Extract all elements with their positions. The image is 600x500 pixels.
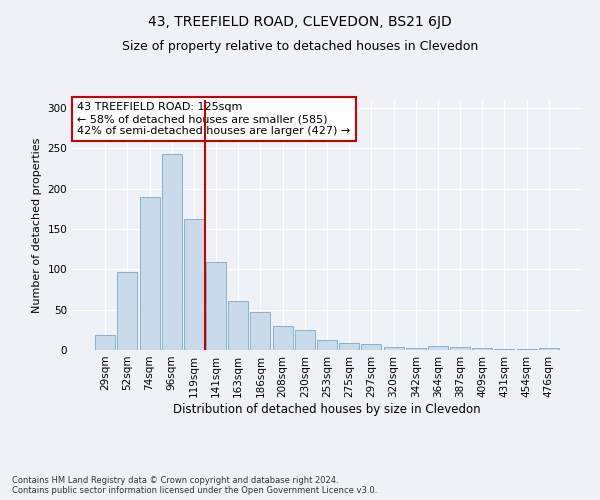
Bar — [118, 272, 137, 350]
Bar — [383, 347, 404, 350]
Bar — [428, 346, 448, 350]
Text: Contains HM Land Registry data © Crown copyright and database right 2024.
Contai: Contains HM Land Registry data © Crown c… — [12, 476, 377, 495]
Bar — [361, 344, 382, 350]
Bar — [339, 342, 359, 350]
Bar — [206, 262, 226, 350]
Bar — [140, 197, 160, 350]
Text: 43 TREEFIELD ROAD: 125sqm
← 58% of detached houses are smaller (585)
42% of semi: 43 TREEFIELD ROAD: 125sqm ← 58% of detac… — [77, 102, 350, 136]
Bar — [184, 220, 204, 350]
Bar — [539, 348, 559, 350]
Bar — [406, 348, 426, 350]
Bar — [295, 330, 315, 350]
Bar — [228, 301, 248, 350]
Bar — [95, 334, 115, 350]
X-axis label: Distribution of detached houses by size in Clevedon: Distribution of detached houses by size … — [173, 402, 481, 415]
Bar — [494, 349, 514, 350]
Bar — [517, 349, 536, 350]
Bar — [472, 348, 492, 350]
Bar — [162, 154, 182, 350]
Bar — [450, 347, 470, 350]
Bar — [317, 340, 337, 350]
Text: Size of property relative to detached houses in Clevedon: Size of property relative to detached ho… — [122, 40, 478, 53]
Text: 43, TREEFIELD ROAD, CLEVEDON, BS21 6JD: 43, TREEFIELD ROAD, CLEVEDON, BS21 6JD — [148, 15, 452, 29]
Bar — [250, 312, 271, 350]
Y-axis label: Number of detached properties: Number of detached properties — [32, 138, 42, 312]
Bar — [272, 326, 293, 350]
